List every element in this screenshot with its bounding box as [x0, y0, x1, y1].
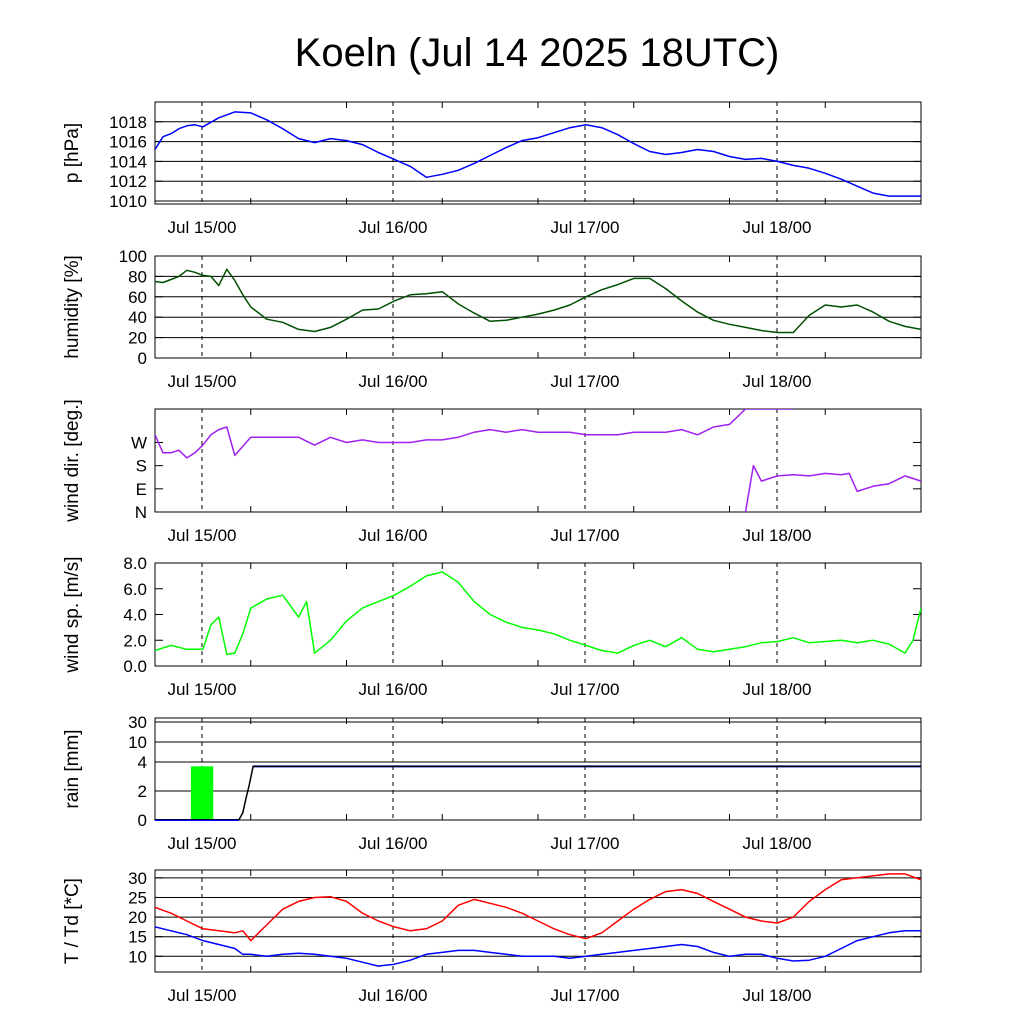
y-axis-label: rain [mm] — [62, 729, 83, 808]
plot-frame — [154, 101, 922, 205]
x-tick-label: Jul 16/00 — [359, 986, 428, 1005]
plot-frame — [154, 255, 922, 359]
y-tick-label: 30 — [128, 869, 147, 888]
y-tick-label: 4.0 — [123, 606, 147, 625]
y-tick-label: 60 — [128, 288, 147, 307]
series-line-wrapped — [744, 464, 921, 512]
y-tick-label: E — [136, 480, 147, 499]
x-tick-label: Jul 15/00 — [168, 834, 237, 853]
x-tick-label: Jul 18/00 — [743, 680, 812, 699]
series-line-0 — [155, 571, 921, 656]
y-tick-label: 20 — [128, 908, 147, 927]
y-axis-label: humidity [%] — [62, 255, 83, 358]
plot-frame — [154, 562, 922, 667]
y-tick-label: 4 — [138, 753, 147, 772]
x-tick-label: Jul 17/00 — [551, 218, 620, 237]
y-tick-label: 2.0 — [123, 631, 147, 650]
y-tick-label: 100 — [119, 247, 147, 266]
x-tick-label: Jul 17/00 — [551, 526, 620, 545]
x-tick-label: Jul 18/00 — [743, 986, 812, 1005]
y-tick-label: 0 — [138, 349, 147, 368]
x-tick-label: Jul 15/00 — [168, 526, 237, 545]
y-axis-label: wind dir. [deg.] — [62, 399, 83, 523]
plot-frame — [154, 717, 922, 821]
x-tick-label: Jul 17/00 — [551, 372, 620, 391]
x-tick-label: Jul 15/00 — [168, 986, 237, 1005]
x-tick-label: Jul 18/00 — [743, 834, 812, 853]
x-tick-label: Jul 18/00 — [743, 526, 812, 545]
y-tick-label: 10 — [128, 947, 147, 966]
y-tick-label: 8.0 — [123, 554, 147, 573]
y-tick-label: 1010 — [109, 192, 147, 211]
panel-3: 0.0 2.0 4.0 6.0 8.0 Jul 15/00 Jul 16/00 Jul 17/… — [62, 554, 922, 699]
x-tick-label: Jul 15/00 — [168, 372, 237, 391]
y-tick-label: 1018 — [109, 113, 147, 132]
y-tick-label: 6.0 — [123, 580, 147, 599]
series-line-1 — [155, 926, 921, 967]
y-tick-label: 10 — [128, 733, 147, 752]
y-axis-label: wind sp. [m/s] — [62, 556, 83, 673]
y-tick-label: N — [135, 503, 147, 522]
series-line-0 — [155, 268, 921, 334]
y-tick-label: 0 — [138, 811, 147, 830]
x-tick-label: Jul 16/00 — [359, 680, 428, 699]
y-axis-label: T / Td [*C] — [62, 878, 83, 964]
x-tick-label: Jul 15/00 — [168, 218, 237, 237]
x-tick-label: Jul 17/00 — [551, 986, 620, 1005]
y-tick-label: S — [136, 457, 147, 476]
chart-title: Koeln (Jul 14 2025 18UTC) — [295, 31, 780, 75]
y-tick-label: 1014 — [109, 152, 147, 171]
y-tick-label: 1012 — [109, 172, 147, 191]
y-tick-label: 0.0 — [123, 657, 147, 676]
y-tick-label: 80 — [128, 267, 147, 286]
x-tick-label: Jul 16/00 — [359, 834, 428, 853]
x-tick-label: Jul 17/00 — [551, 680, 620, 699]
rain-cumulative-line — [155, 765, 921, 820]
y-tick-label: 2 — [138, 782, 147, 801]
x-tick-label: Jul 17/00 — [551, 834, 620, 853]
series-line-0 — [155, 873, 921, 942]
y-tick-label: W — [131, 433, 147, 452]
y-tick-label: 25 — [128, 888, 147, 907]
x-tick-label: Jul 16/00 — [359, 372, 428, 391]
rain-bar — [190, 766, 214, 820]
x-tick-label: Jul 15/00 — [168, 680, 237, 699]
plot-frame — [154, 408, 922, 513]
x-tick-label: Jul 16/00 — [359, 526, 428, 545]
x-tick-label: Jul 16/00 — [359, 218, 428, 237]
series-line-0 — [155, 409, 794, 459]
y-tick-label: 30 — [128, 713, 147, 732]
y-tick-label: 1016 — [109, 133, 147, 152]
y-tick-label: 15 — [128, 928, 147, 947]
y-tick-label: 20 — [128, 329, 147, 348]
x-tick-label: Jul 18/00 — [743, 218, 812, 237]
y-axis-label: p [hPa] — [62, 123, 83, 183]
y-tick-label: 40 — [128, 308, 147, 327]
x-tick-label: Jul 18/00 — [743, 372, 812, 391]
series-line-0 — [155, 111, 921, 197]
